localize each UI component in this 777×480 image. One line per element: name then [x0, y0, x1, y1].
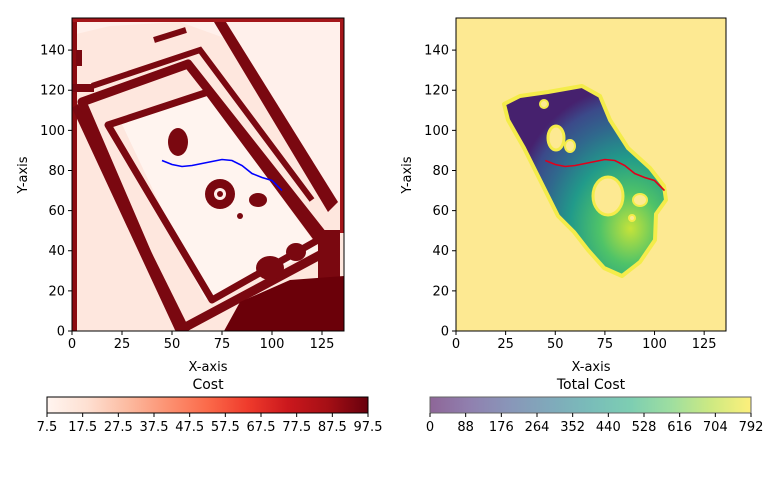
- cost-colorbar-tick-label: 27.5: [104, 420, 133, 435]
- cost-map-xtick-label: 125: [310, 337, 335, 352]
- planned-path-line: [545, 158, 666, 192]
- total-cost-colorbar-ticks: 0 88 176 264 352 440 528 616 704 792: [426, 413, 764, 435]
- cost-map-ytick-label: 120: [40, 84, 65, 99]
- total-cost-xtick-label: 0: [452, 337, 460, 352]
- cost-map-ytick-label: 60: [48, 204, 65, 219]
- cost-map-frame: [71, 17, 345, 332]
- cost-map-axes: 0 25 50 75 100 125 0 20 40 60 80 100 120 140: [40, 44, 334, 352]
- cost-map-xtick-label: 75: [214, 337, 231, 352]
- total-cost-colorbar-tick-label: 792: [739, 420, 764, 435]
- total-cost-colorbar-tick-label: 264: [525, 420, 550, 435]
- total-cost-ytick-label: 0: [441, 325, 449, 340]
- cost-colorbar-tick-label: 37.5: [140, 420, 169, 435]
- total-cost-colorbar-tick-label: 0: [426, 420, 434, 435]
- cost-colorbar-label: Cost: [192, 377, 224, 393]
- cost-map-xtick-label: 25: [114, 337, 131, 352]
- total-cost-colorbar-tick-label: 352: [560, 420, 585, 435]
- total-cost-colorbar-tick-label: 704: [703, 420, 728, 435]
- cost-map-ytick-label: 40: [48, 244, 65, 259]
- cost-colorbar-tick-label: 87.5: [318, 420, 347, 435]
- total-cost-colorbar-label: Total Cost: [556, 377, 626, 393]
- total-cost-ytick-label: 100: [424, 124, 449, 139]
- total-cost-xtick-label: 125: [692, 337, 717, 352]
- cost-map-ytick-label: 20: [48, 284, 65, 299]
- total-cost-xtick-label: 25: [497, 337, 514, 352]
- cost-map-xtick-label: 50: [164, 337, 181, 352]
- cost-map-panel: 0 25 50 75 100 125 0 20 40 60 80 100 120 140 X-axis Y…: [16, 17, 345, 375]
- total-cost-ytick-label: 80: [432, 164, 449, 179]
- cost-colorbar-bar: [46, 396, 369, 414]
- total-cost-colorbar-tick-label: 176: [489, 420, 514, 435]
- cost-map-xlabel: X-axis: [189, 360, 228, 375]
- total-cost-ytick-label: 60: [432, 204, 449, 219]
- total-cost-xtick-label: 100: [642, 337, 667, 352]
- cost-colorbar-tick-label: 57.5: [211, 420, 240, 435]
- total-cost-colorbar: Total Cost 0 88 176 264 352 440 528 616 704 792: [426, 377, 764, 435]
- total-cost-panel: 0 25 50 75 100 125 0 20 40 60 80 100 120 140 X-axis Y…: [400, 17, 727, 375]
- cost-colorbar-tick-label: 67.5: [247, 420, 276, 435]
- cost-colorbar-tick-label: 77.5: [282, 420, 311, 435]
- cost-colorbar-ticks: 7.5 17.5 27.5 37.5 47.5 57.5 67.5 77.5 87.5 97.5: [37, 413, 383, 435]
- cost-map-ytick-label: 0: [57, 325, 65, 340]
- total-cost-colorbar-tick-label: 88: [457, 420, 474, 435]
- cost-map-xtick-label: 100: [260, 337, 285, 352]
- total-cost-colorbar-tick-label: 616: [667, 420, 692, 435]
- total-cost-axes: 0 25 50 75 100 125 0 20 40 60 80 100 120 140: [424, 44, 716, 352]
- total-cost-frame: [455, 17, 727, 332]
- total-cost-xtick-label: 75: [597, 337, 614, 352]
- total-cost-xtick-label: 50: [547, 337, 564, 352]
- total-cost-colorbar-bar: [429, 396, 752, 414]
- total-cost-ytick-label: 140: [424, 44, 449, 59]
- cost-colorbar-tick-label: 7.5: [37, 420, 58, 435]
- total-cost-ytick-label: 20: [432, 284, 449, 299]
- cost-map-ytick-label: 100: [40, 124, 65, 139]
- cost-colorbar-tick-label: 17.5: [68, 420, 97, 435]
- total-cost-xlabel: X-axis: [572, 360, 611, 375]
- cost-map-ylabel: Y-axis: [16, 156, 31, 194]
- cost-colorbar: Cost 7.5 17.5 27.5 37.5 47.5 57.5 67.5 77.5 87.5…: [37, 377, 383, 435]
- total-cost-ytick-label: 120: [424, 84, 449, 99]
- cost-map-obstacles: [72, 18, 344, 331]
- total-cost-ylabel: Y-axis: [400, 156, 415, 194]
- cost-map-ytick-label: 80: [48, 164, 65, 179]
- cost-colorbar-tick-label: 97.5: [354, 420, 383, 435]
- planned-path-line: [161, 158, 283, 192]
- total-cost-ytick-label: 40: [432, 244, 449, 259]
- cost-colorbar-tick-label: 47.5: [175, 420, 204, 435]
- cost-map-ytick-label: 140: [40, 44, 65, 59]
- total-cost-colorbar-tick-label: 528: [632, 420, 657, 435]
- total-cost-field: [502, 84, 668, 278]
- cost-map-xtick-label: 0: [68, 337, 76, 352]
- total-cost-colorbar-tick-label: 440: [596, 420, 621, 435]
